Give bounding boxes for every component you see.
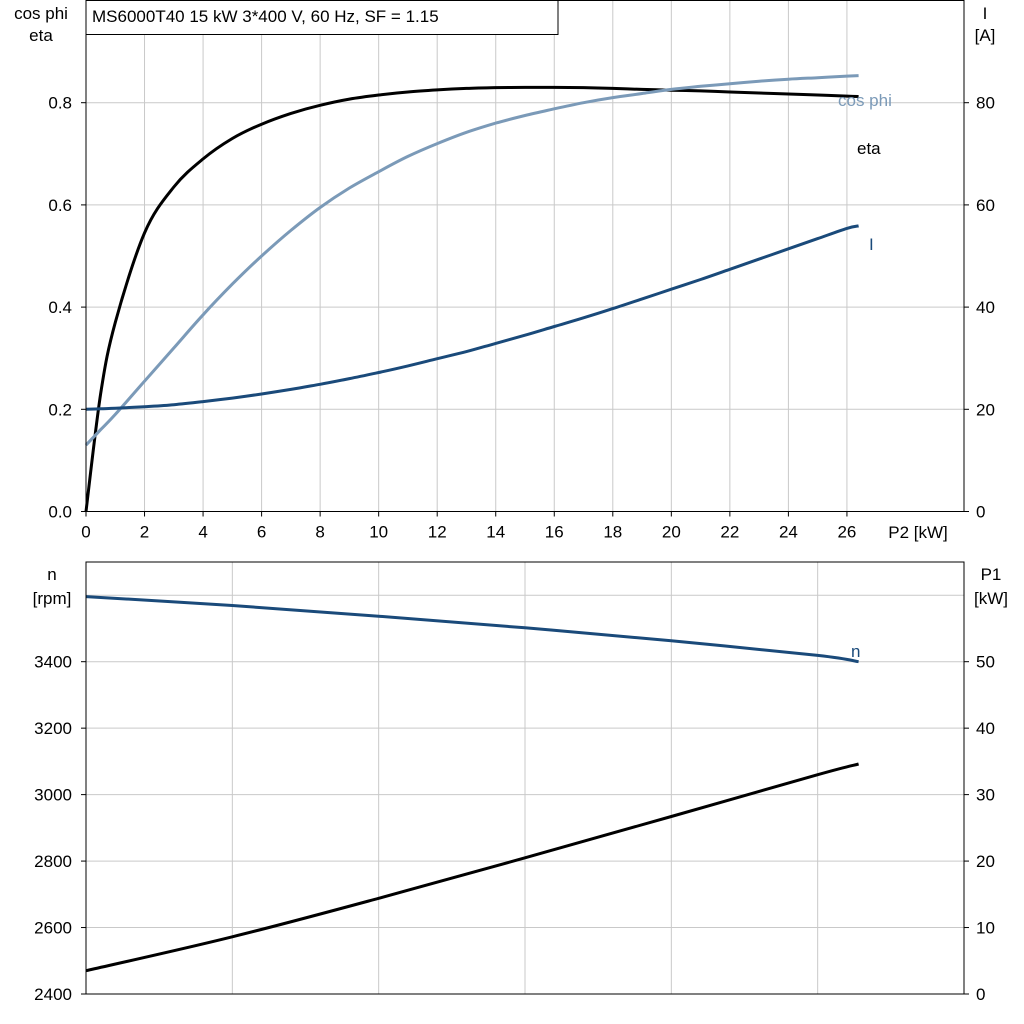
- left-tick-label: 3200: [34, 719, 72, 738]
- right-tick-label: 40: [976, 298, 995, 317]
- right-tick-label: 30: [976, 786, 995, 805]
- left-tick-label: 0.0: [48, 503, 72, 522]
- bottom-right-axis-label-1: P1: [981, 565, 1002, 584]
- left-tick-label: 0.4: [48, 298, 72, 317]
- series-label-eta: eta: [857, 139, 881, 158]
- x-tick-label: 8: [315, 523, 324, 542]
- chart-title: MS6000T40 15 kW 3*400 V, 60 Hz, SF = 1.1…: [92, 7, 439, 26]
- top-left-axis-label-2: eta: [29, 26, 53, 45]
- top-left-axis-label-1: cos phi: [14, 4, 68, 23]
- bottom-right-axis-label-2: [kW]: [974, 589, 1008, 608]
- bottom-plot-frame: [85, 561, 965, 995]
- left-tick-label: 2600: [34, 919, 72, 938]
- right-tick-label: 20: [976, 400, 995, 419]
- right-tick-label: 60: [976, 196, 995, 215]
- right-tick-label: 0: [976, 985, 985, 1004]
- series-line-n: [85, 595, 859, 664]
- x-tick-label: 0: [81, 523, 90, 542]
- right-tick-label: 0: [976, 503, 985, 522]
- left-tick-label: 0.6: [48, 196, 72, 215]
- bottom-plot-series: [85, 595, 859, 973]
- bottom-plot-grid: [86, 562, 964, 994]
- left-tick-label: 2400: [34, 985, 72, 1004]
- series-line-input-power: [85, 762, 859, 973]
- series-label-speed: n: [851, 642, 860, 661]
- x-tick-label: 18: [603, 523, 622, 542]
- left-tick-label: 0.2: [48, 400, 72, 419]
- series-line-eta: [84, 85, 859, 512]
- left-tick-label: 3400: [34, 653, 72, 672]
- x-tick-label: 10: [369, 523, 388, 542]
- x-tick-label: 22: [720, 523, 739, 542]
- x-tick-label: 24: [779, 523, 798, 542]
- x-tick-label: 26: [837, 523, 856, 542]
- left-tick-label: 2800: [34, 852, 72, 871]
- right-tick-label: 40: [976, 719, 995, 738]
- x-tick-label: 14: [486, 523, 505, 542]
- left-tick-label: 0.8: [48, 94, 72, 113]
- title-box: [85, 0, 559, 35]
- right-tick-label: 80: [976, 94, 995, 113]
- top-right-axis-label-1: I: [983, 4, 988, 23]
- right-tick-label: 10: [976, 919, 995, 938]
- top-plot-series: [84, 74, 859, 512]
- x-tick-label: 2: [140, 523, 149, 542]
- x-tick-label: 4: [198, 523, 207, 542]
- x-tick-label: 12: [428, 523, 447, 542]
- x-axis-label: P2 [kW]: [888, 523, 948, 542]
- top-right-axis-label-2: [A]: [975, 26, 996, 45]
- series-line-cos-phi: [84, 74, 859, 447]
- top-plot-grid: [86, 0, 964, 512]
- series-line-i: [85, 224, 859, 411]
- right-tick-label: 50: [976, 653, 995, 672]
- x-tick-label: 16: [545, 523, 564, 542]
- x-tick-label: 20: [662, 523, 681, 542]
- series-label-cos-phi: cos phi: [838, 91, 892, 110]
- bottom-left-axis-label-2: [rpm]: [33, 589, 72, 608]
- axis-ticks: [81, 102, 969, 995]
- right-tick-label: 20: [976, 852, 995, 871]
- left-tick-label: 3000: [34, 786, 72, 805]
- series-label-current: I: [869, 235, 874, 254]
- bottom-left-axis-label-1: n: [47, 565, 56, 584]
- x-tick-label: 6: [257, 523, 266, 542]
